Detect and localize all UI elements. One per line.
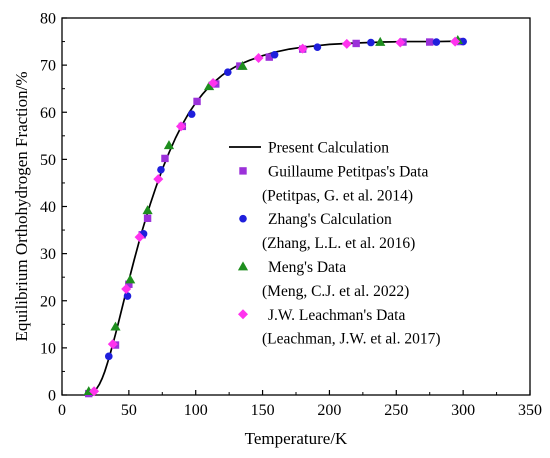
x-tick-label: 0 — [58, 402, 66, 419]
data-point — [176, 121, 187, 132]
data-point — [193, 97, 201, 106]
data-point — [161, 154, 169, 163]
y-tick-label: 80 — [40, 11, 56, 28]
y-axis: 0 10 20 30 40 50 60 70 80 — [40, 11, 67, 405]
data-point — [153, 174, 164, 185]
data-point — [89, 386, 100, 397]
legend-label: Guillaume Petitpas's Data — [268, 163, 428, 180]
data-point — [450, 36, 461, 47]
x-axis-label: Temperature/K — [245, 429, 348, 448]
data-point — [341, 38, 352, 49]
x-tick-label: 200 — [317, 402, 341, 419]
data-point — [313, 43, 322, 52]
data-point — [352, 39, 360, 48]
y-tick-label: 30 — [40, 246, 56, 263]
y-tick-label: 50 — [40, 152, 56, 169]
data-point — [237, 60, 248, 70]
legend: Present Calculation Guillaume Petitpas's … — [229, 140, 440, 348]
data-point — [134, 232, 145, 243]
data-point — [426, 38, 434, 46]
data-point — [105, 352, 113, 361]
x-tick-label: 300 — [451, 402, 475, 419]
x-axis: 0 50 100 150 200 250 300 350 — [58, 390, 542, 419]
plot-area — [83, 35, 467, 398]
data-point — [224, 68, 232, 76]
data-point — [163, 140, 175, 150]
y-axis-label: Equilibrium Orthohydrogen Fraction/% — [12, 71, 31, 341]
data-point — [432, 38, 441, 46]
y-tick-label: 20 — [40, 293, 56, 310]
x-tick-label: 250 — [384, 402, 408, 419]
legend-marker — [237, 261, 249, 271]
legend-marker — [239, 167, 247, 175]
data-point — [367, 38, 375, 47]
x-tick-label: 100 — [184, 402, 208, 419]
data-point — [297, 43, 308, 54]
legend-label: J.W. Leachman's Data — [268, 307, 405, 324]
data-point — [270, 50, 279, 59]
legend-citation: (Meng, C.J. et al. 2022) — [262, 283, 409, 300]
y-tick-label: 0 — [48, 388, 56, 405]
legend-citation: (Petitpas, G. et al. 2014) — [262, 187, 413, 204]
legend-citation: (Zhang, L.L. et al. 2016) — [262, 235, 415, 252]
data-point — [110, 321, 121, 331]
x-tick-label: 150 — [251, 402, 275, 419]
data-point — [143, 214, 152, 222]
data-point — [157, 165, 165, 174]
x-tick-label: 50 — [121, 402, 137, 419]
data-point — [125, 280, 133, 288]
y-tick-label: 40 — [40, 199, 56, 216]
data-point — [395, 37, 406, 48]
data-point — [125, 274, 136, 284]
legend-marker — [238, 309, 248, 320]
y-tick-label: 10 — [40, 340, 56, 357]
data-point — [253, 53, 264, 64]
series-5 — [89, 36, 461, 397]
data-point — [121, 283, 132, 294]
data-point — [203, 81, 215, 91]
legend-label: Zhang's Calculation — [268, 211, 392, 228]
y-tick-label: 70 — [40, 58, 56, 75]
legend-label: Meng's Data — [268, 259, 346, 276]
data-point — [208, 78, 219, 89]
y-tick-label: 60 — [40, 105, 56, 122]
data-point — [107, 339, 118, 350]
data-point — [187, 110, 196, 118]
legend-marker — [239, 214, 247, 223]
legend-citation: (Leachman, J.W. et al. 2017) — [262, 331, 440, 348]
x-tick-label: 350 — [518, 402, 542, 419]
data-point — [142, 205, 153, 215]
data-point — [265, 53, 273, 61]
legend-label: Present Calculation — [268, 140, 389, 157]
data-point — [375, 36, 386, 46]
data-point — [123, 292, 132, 300]
